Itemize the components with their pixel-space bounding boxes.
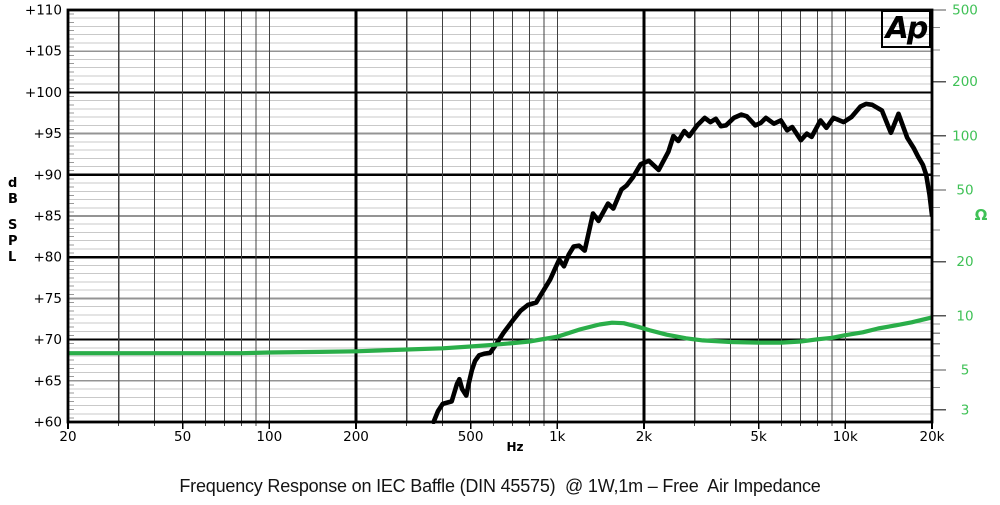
y-right-tick-label: 5: [961, 362, 970, 378]
spl-curve: [431, 101, 933, 424]
y-right-tick-label: 500: [952, 3, 978, 19]
x-tick-label: 20k: [920, 429, 945, 445]
left-axis-title-letter: S: [8, 218, 18, 233]
y-left-tick-label: +90: [34, 167, 63, 183]
x-tick-label: 2k: [636, 429, 653, 445]
y-right-tick-label: 200: [952, 74, 978, 90]
x-tick-label: 200: [343, 429, 369, 445]
curves-group: [67, 101, 933, 424]
left-axis-title-letter: P: [8, 234, 18, 249]
x-tick-label: 500: [458, 429, 484, 445]
y-left-tick-label: +95: [34, 126, 63, 142]
left-axis-title-letter: B: [8, 192, 18, 207]
x-tick-label: 50: [174, 429, 191, 445]
x-tick-label: 5k: [750, 429, 767, 445]
y-right-tick-label: 50: [956, 182, 973, 198]
x-tick-label: 1k: [549, 429, 566, 445]
y-left-tick-label: +75: [34, 291, 63, 307]
y-left-tick-label: +110: [25, 3, 62, 19]
y-right-tick-label: 10: [956, 308, 973, 324]
y-left-tick-label: +85: [34, 209, 63, 225]
y-left-tick-label: +100: [25, 85, 62, 101]
y-right-tick-label: 100: [952, 128, 978, 144]
y-left-tick-label: +60: [34, 415, 63, 431]
x-axis-unit-label: Hz: [506, 440, 524, 454]
y-right-tick-label: 3: [961, 402, 970, 418]
y-right-tick-label: 20: [956, 254, 973, 270]
impedance-curve: [67, 315, 933, 356]
right-axis-unit-label: Ω: [974, 206, 988, 224]
y-left-tick-label: +105: [25, 44, 62, 60]
y-left-tick-label: +70: [34, 332, 63, 348]
left-axis-title-letter: L: [8, 250, 17, 265]
x-tick-label: 100: [256, 429, 282, 445]
y-left-tick-label: +80: [34, 250, 63, 266]
y-left-tick-label: +65: [34, 373, 63, 389]
chart-title: Frequency Response on IEC Baffle (DIN 45…: [179, 476, 821, 496]
left-axis-title-letter: d: [8, 176, 18, 191]
ap-logo: Ap: [881, 10, 931, 48]
x-tick-label: 20: [59, 429, 76, 445]
ap-logo-text: Ap: [885, 10, 929, 46]
plot-border: [66, 8, 934, 424]
x-tick-label: 10k: [833, 429, 858, 445]
